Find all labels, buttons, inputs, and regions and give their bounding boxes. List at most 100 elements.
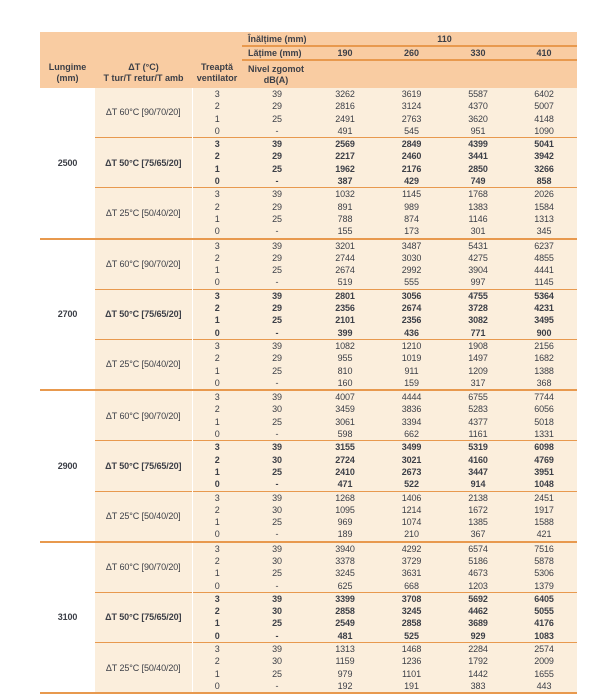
fan-speed-cell: 3 [192, 88, 242, 101]
heat-output-table: Lungime (mm) ΔT (°C) T tur/T retur/T amb… [40, 32, 578, 693]
heat-output-value-cell: 858 [511, 175, 578, 188]
lungime-cell: 2900 [40, 389, 95, 542]
fan-speed-cell: 2 [192, 200, 242, 213]
heat-output-value-cell: 3155 [312, 440, 378, 454]
col-header-delta-t-line1: ΔT (°C) [128, 62, 159, 72]
noise-level-cell: 30 [242, 503, 312, 517]
table-row: 1 25 2674 2992 3904 4441 [40, 264, 578, 277]
heat-output-value-cell: 2176 [378, 162, 445, 176]
col-header-treapta-line2: ventilator [196, 73, 238, 83]
heat-output-value-cell: 368 [511, 376, 578, 391]
noise-level-cell: 30 [242, 554, 312, 568]
table-header: Lungime (mm) ΔT (°C) T tur/T retur/T amb… [40, 32, 578, 88]
width-col-190: 190 [312, 46, 378, 61]
heat-output-value-cell: 2724 [312, 453, 378, 466]
noise-level-cell: - [242, 679, 312, 693]
heat-output-value-cell: 443 [511, 679, 578, 693]
heat-output-value-cell: 3729 [378, 554, 445, 568]
col-header-zgomot-line1: Nivel zgomot [248, 63, 305, 74]
noise-level-cell: 39 [242, 237, 312, 252]
heat-output-value-cell: 4855 [511, 251, 578, 265]
heat-output-value-cell: 6574 [445, 540, 511, 555]
heat-output-value-cell: 301 [445, 225, 511, 239]
heat-output-value-cell: 3201 [312, 237, 378, 252]
heat-output-value-cell: 1792 [445, 655, 511, 668]
heat-output-value-cell: 3441 [445, 150, 511, 163]
heat-output-value-cell: 3495 [511, 314, 578, 327]
heat-output-value-cell: 4160 [445, 453, 511, 466]
heat-output-value-cell: 5319 [445, 440, 511, 454]
heat-output-value-cell: 4441 [511, 264, 578, 277]
table-row: 0-192 191 383 443 [40, 679, 578, 693]
heat-output-value-cell: 5306 [511, 567, 578, 580]
heat-output-value-cell: 173 [378, 225, 445, 239]
fan-speed-cell: 1 [192, 314, 242, 327]
noise-level-cell: 29 [242, 150, 312, 163]
table-row: ΔT 25°C [50/40/20] 3 39 1268 1406 2138 2451 [40, 490, 578, 542]
col-header-lungime: Lungime (mm) [40, 32, 95, 88]
heat-output-value-cell: 955 [312, 352, 378, 365]
fan-speed-cell: 0 [192, 124, 242, 138]
noise-level-cell: 25 [242, 415, 312, 429]
heat-output-value-cell: 4292 [378, 540, 445, 555]
heat-output-value-cell: 5431 [445, 237, 511, 252]
noise-level-cell: 39 [242, 137, 312, 151]
heat-output-value-cell: 3378 [312, 554, 378, 568]
heat-output-value-cell: 771 [445, 326, 511, 340]
heat-output-value-cell: 3082 [445, 314, 511, 327]
fan-speed-cell: 0 [192, 276, 242, 290]
fan-speed-cell: 1 [192, 567, 242, 580]
heat-output-value-cell: 662 [378, 428, 445, 441]
heat-output-value-cell: 2992 [378, 264, 445, 277]
heat-output-value-cell: 914 [445, 478, 511, 491]
heat-output-value-cell: 6237 [511, 237, 578, 252]
fan-speed-cell: 1 [192, 264, 242, 277]
delta-t-cell: ΔT 50°C [75/65/20] [95, 137, 193, 188]
noise-level-cell: 39 [242, 338, 312, 353]
heat-output-value-cell: 429 [378, 175, 445, 188]
heat-output-value-cell: 317 [445, 376, 511, 391]
heat-output-value-cell: 491 [312, 124, 378, 138]
delta-t-cell: ΔT 50°C [75/65/20] [95, 591, 193, 643]
fan-speed-cell: 2 [192, 352, 242, 365]
heat-output-value-cell: 2156 [511, 338, 578, 353]
heat-output-value-cell: 3940 [312, 540, 378, 555]
table-row: ΔT 25°C [50/40/20] 3 39 1082 1210 1908 2156 [40, 338, 578, 391]
heat-output-value-cell: 1313 [511, 212, 578, 226]
noise-level-cell: 25 [242, 364, 312, 377]
heat-output-value-cell: 3394 [378, 415, 445, 429]
table-row: 2 30 1095 1214 1672 1917 [40, 503, 578, 517]
fan-speed-cell: 0 [192, 579, 242, 593]
noise-level-cell: 39 [242, 88, 312, 101]
table-row: 1 25 969 1074 1385 1588 [40, 516, 578, 529]
fan-speed-cell: 2 [192, 302, 242, 315]
fan-speed-cell: 3 [192, 490, 242, 504]
heat-output-value-cell: 3631 [378, 567, 445, 580]
heat-output-value-cell: 3030 [378, 251, 445, 265]
table-row: 0-519 555 997 1145 [40, 276, 578, 290]
heat-output-value-cell: 4148 [511, 112, 578, 125]
table-row: 0-598 662 1161 1331 [40, 428, 578, 441]
heat-output-value-cell: 3708 [378, 591, 445, 606]
table-row: 2900 ΔT 60°C [90/70/20] 3 39 4007 4444 6755 774… [40, 389, 578, 542]
noise-level-cell: 29 [242, 100, 312, 113]
heat-output-value-cell: 810 [312, 364, 378, 377]
table-row: ΔT 50°C [75/65/20] 3 39 3155 3499 5319 6098 [40, 440, 578, 491]
heat-output-value-cell: 2674 [312, 264, 378, 277]
col-header-lungime-line1: Lungime [48, 62, 87, 72]
heat-output-value-cell: 3124 [378, 100, 445, 113]
col-header-treapta: Treaptă ventilator [192, 32, 242, 88]
noise-level-cell: 30 [242, 605, 312, 618]
heat-output-value-cell: 3021 [378, 453, 445, 466]
noise-level-cell: 30 [242, 655, 312, 668]
heat-output-value-cell: 749 [445, 175, 511, 188]
noise-level-cell: - [242, 376, 312, 391]
heat-output-value-cell: 929 [445, 629, 511, 643]
noise-level-cell: 25 [242, 264, 312, 277]
heat-output-value-cell: 1768 [445, 187, 511, 201]
heat-output-value-cell: 2356 [378, 314, 445, 327]
heat-output-value-cell: 3459 [312, 403, 378, 416]
heat-output-value-cell: 6056 [511, 403, 578, 416]
fan-speed-cell: 3 [192, 440, 242, 454]
noise-level-cell: 25 [242, 212, 312, 226]
